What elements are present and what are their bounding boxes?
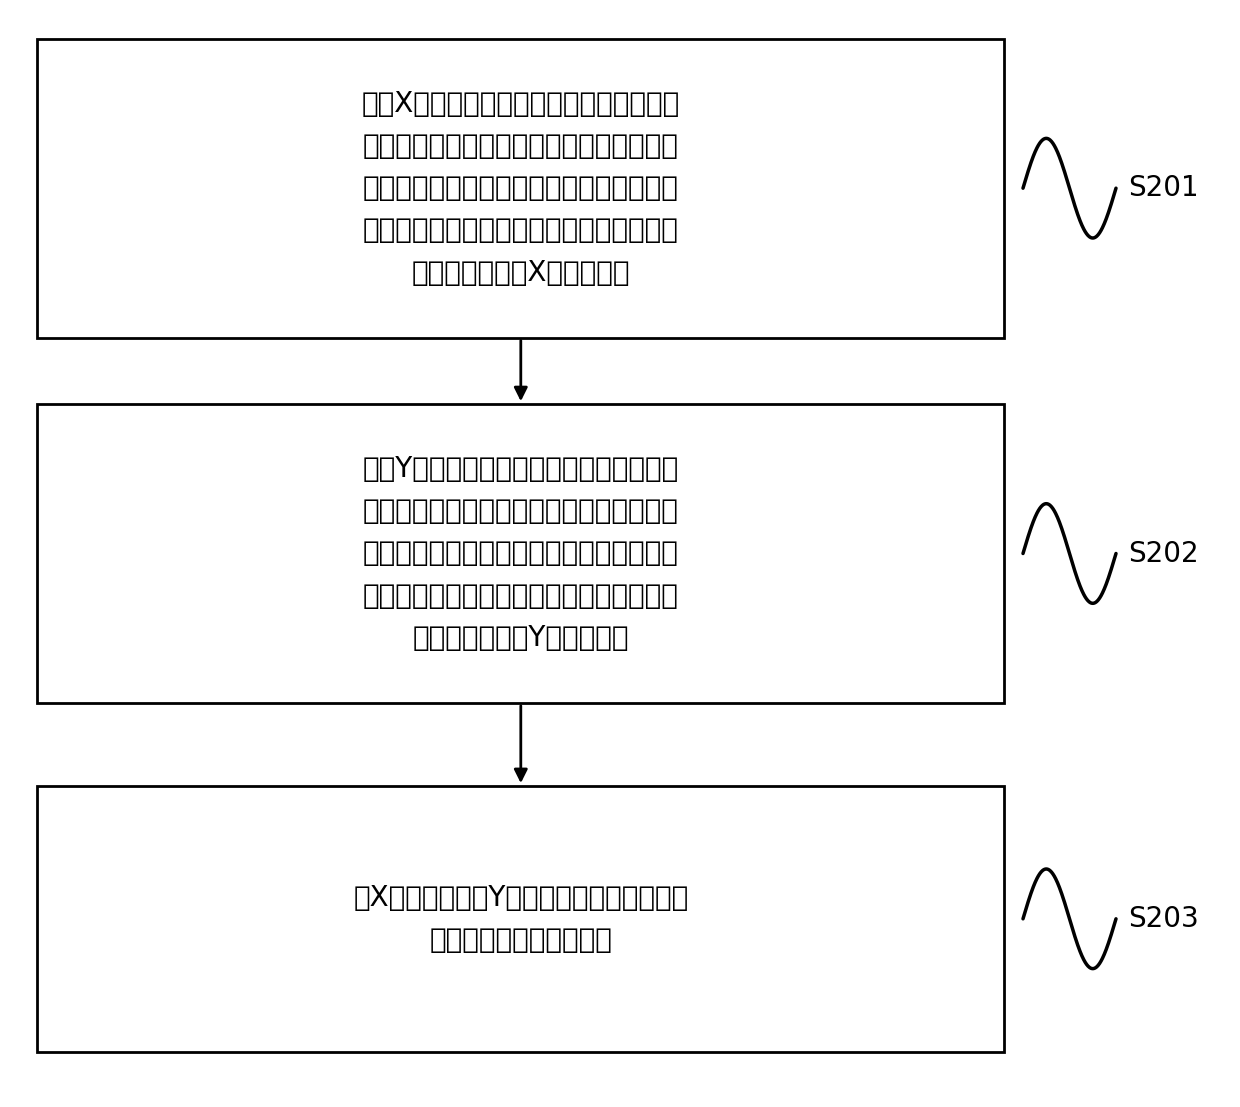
Bar xyxy=(37,404,1004,703)
Text: S201: S201 xyxy=(1128,174,1199,203)
Text: 确定Y轴方向上，满足在不同第三矩形区域
内，三维地质体图像中各矿物质含量比值之
间的差异小于第四预设阈值条件下的最小第
三矩形面积，并将最小第三矩形面积作为三
: 确定Y轴方向上，满足在不同第三矩形区域 内，三维地质体图像中各矿物质含量比值之 … xyxy=(362,455,680,652)
Text: 将X轴单元面积和Y轴单元面积的均值作为三
维地质体图像的单元面积: 将X轴单元面积和Y轴单元面积的均值作为三 维地质体图像的单元面积 xyxy=(353,883,688,954)
Bar xyxy=(37,39,1004,338)
Text: S203: S203 xyxy=(1128,904,1199,933)
Bar xyxy=(37,786,1004,1052)
Text: 确定X轴方向上，满足在不同第二矩形区域
内，三维地质体图像中各矿物质含量比值之
间的差异小于第三预设阈值条件下的最小第
二矩形面积，并将最小第二矩形面积作为三
: 确定X轴方向上，满足在不同第二矩形区域 内，三维地质体图像中各矿物质含量比值之 … xyxy=(362,90,680,287)
Text: S202: S202 xyxy=(1128,539,1199,568)
